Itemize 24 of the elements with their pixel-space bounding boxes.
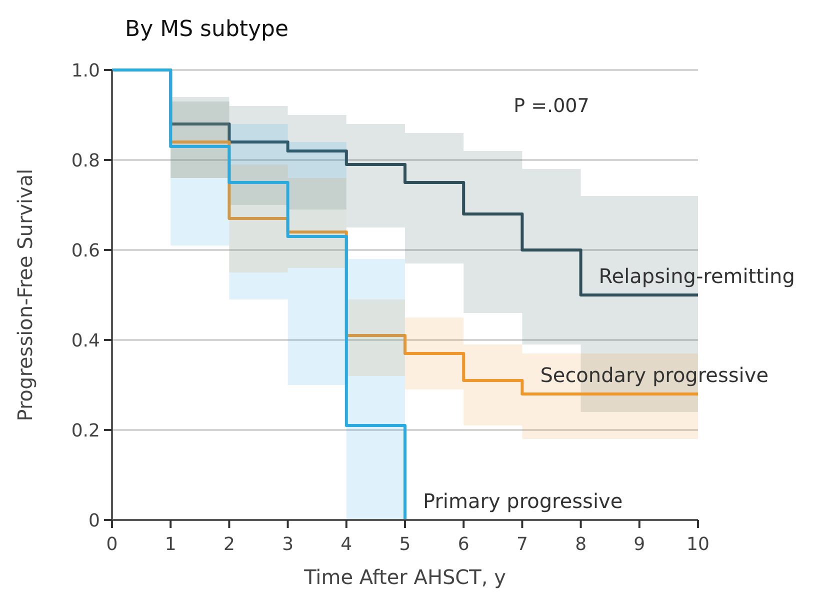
x-tick-label: 9 xyxy=(634,534,646,555)
y-axis-title: Progression-Free Survival xyxy=(13,168,37,422)
annotation: P =.007 xyxy=(514,95,590,117)
y-tick-label: 0 xyxy=(88,510,100,532)
x-tick-label: 0 xyxy=(106,534,118,555)
x-axis-title: Time After AHSCT, y xyxy=(303,565,506,589)
chart-title: By MS subtype xyxy=(125,17,289,42)
y-tick-label: 0.4 xyxy=(71,330,100,352)
y-tick-label: 0.2 xyxy=(71,420,100,442)
series-label: Primary progressive xyxy=(423,489,623,513)
x-tick-label: 6 xyxy=(458,534,470,555)
x-tick-label: 8 xyxy=(575,534,587,555)
x-tick-label: 3 xyxy=(282,534,294,555)
x-tick-label: 1 xyxy=(164,534,176,555)
y-tick-label: 0.8 xyxy=(71,150,100,172)
series-label: Secondary progressive xyxy=(540,363,769,387)
x-tick-label: 5 xyxy=(399,534,411,555)
y-tick-label: 1.0 xyxy=(71,60,100,82)
y-tick-label: 0.6 xyxy=(71,240,100,262)
series-label: Relapsing-remitting xyxy=(598,264,795,288)
x-tick-label: 10 xyxy=(686,534,710,555)
x-tick-label: 7 xyxy=(516,534,528,555)
x-tick-label: 2 xyxy=(223,534,235,555)
x-tick-label: 4 xyxy=(340,534,352,555)
